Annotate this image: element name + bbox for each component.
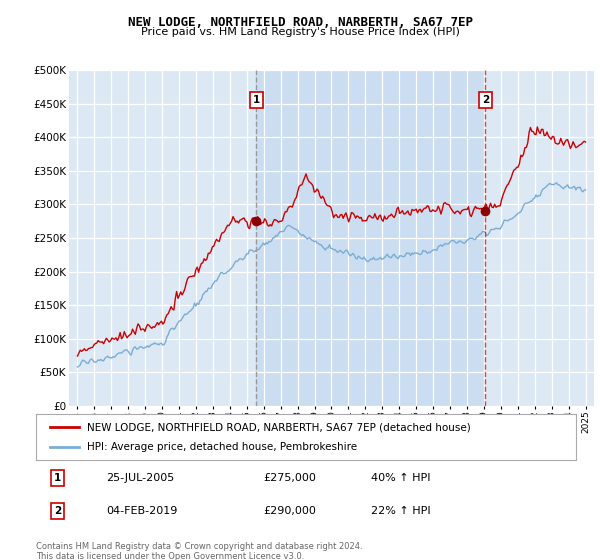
- Text: Price paid vs. HM Land Registry's House Price Index (HPI): Price paid vs. HM Land Registry's House …: [140, 27, 460, 37]
- Text: 25-JUL-2005: 25-JUL-2005: [106, 473, 175, 483]
- Text: 1: 1: [54, 473, 61, 483]
- Text: £275,000: £275,000: [263, 473, 316, 483]
- Text: 2: 2: [482, 95, 489, 105]
- Text: £290,000: £290,000: [263, 506, 316, 516]
- Text: HPI: Average price, detached house, Pembrokeshire: HPI: Average price, detached house, Pemb…: [88, 442, 358, 452]
- Text: 1: 1: [253, 95, 260, 105]
- Text: 40% ↑ HPI: 40% ↑ HPI: [371, 473, 430, 483]
- Text: NEW LODGE, NORTHFIELD ROAD, NARBERTH, SA67 7EP: NEW LODGE, NORTHFIELD ROAD, NARBERTH, SA…: [128, 16, 473, 29]
- Text: NEW LODGE, NORTHFIELD ROAD, NARBERTH, SA67 7EP (detached house): NEW LODGE, NORTHFIELD ROAD, NARBERTH, SA…: [88, 422, 471, 432]
- Text: 04-FEB-2019: 04-FEB-2019: [106, 506, 178, 516]
- Text: Contains HM Land Registry data © Crown copyright and database right 2024.
This d: Contains HM Land Registry data © Crown c…: [36, 542, 362, 560]
- Text: 22% ↑ HPI: 22% ↑ HPI: [371, 506, 430, 516]
- Bar: [256, 70, 485, 406]
- Text: 2: 2: [54, 506, 61, 516]
